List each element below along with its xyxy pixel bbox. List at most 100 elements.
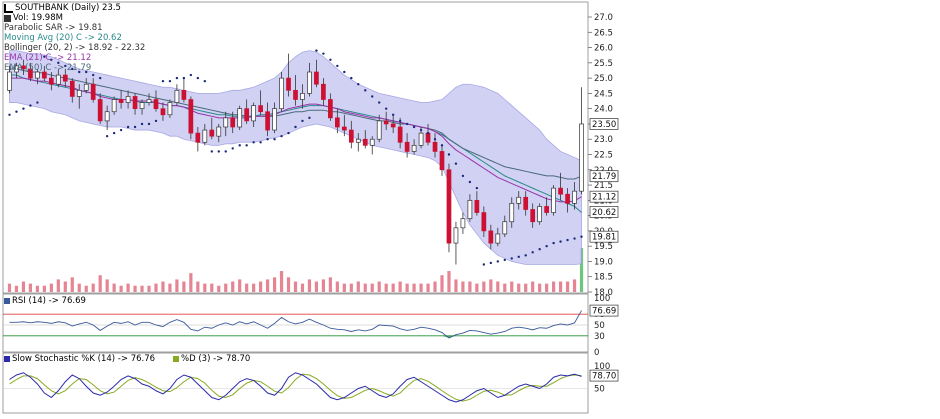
psar-dot xyxy=(238,144,241,147)
volume-bar xyxy=(552,281,556,292)
psar-dot xyxy=(189,73,193,77)
volume-bar xyxy=(203,283,207,292)
psar-dot xyxy=(559,240,562,243)
volume-bar xyxy=(252,283,256,292)
rsi-tick-label: 100 xyxy=(594,294,610,304)
psar-dot xyxy=(287,131,290,135)
psar-dot xyxy=(350,76,353,80)
psar-dot xyxy=(294,125,297,129)
volume-bar xyxy=(231,281,235,292)
price-tag-label: 21.79 xyxy=(592,172,616,182)
candle-up xyxy=(279,77,284,110)
psar-dot xyxy=(91,73,95,77)
volume-bar xyxy=(56,279,60,292)
candle-up xyxy=(579,123,584,192)
candle-down xyxy=(565,193,570,204)
candle-up xyxy=(411,144,417,152)
candle-down xyxy=(335,117,340,128)
candle-down xyxy=(181,89,187,100)
volume-bar xyxy=(454,279,458,292)
psar-dot xyxy=(224,150,227,153)
stoch-d-icon xyxy=(173,356,180,362)
y-tick-label: 19.0 xyxy=(594,257,613,267)
chart-icon xyxy=(4,3,13,13)
volume-bar xyxy=(77,283,81,292)
volume-bar xyxy=(84,285,88,292)
psar-dot xyxy=(482,263,486,266)
psar-dot xyxy=(133,125,137,129)
volume-bar xyxy=(335,281,339,292)
volume-bar xyxy=(168,283,172,292)
volume-bar xyxy=(461,281,465,292)
candle-down xyxy=(132,96,138,110)
volume-bar xyxy=(447,271,451,292)
ticker-line: SOUTHBANK (Daily) 23.5 xyxy=(15,3,121,13)
psar-dot xyxy=(398,119,402,123)
rsi-panel-frame xyxy=(2,293,589,353)
candle-down xyxy=(474,199,480,213)
volume-bar xyxy=(161,281,165,292)
volume-bar xyxy=(558,281,563,292)
volume-bar xyxy=(328,277,332,292)
volume-bar xyxy=(224,283,228,292)
psar-dot xyxy=(273,138,276,141)
bollinger-legend: Bollinger (20, 2) -> 18.92 - 22.32 xyxy=(4,43,146,53)
volume-bar xyxy=(538,283,542,292)
psar-dot xyxy=(419,128,423,132)
volume-bar xyxy=(517,283,521,292)
rsi-tag-box xyxy=(589,304,619,317)
psar-dot xyxy=(182,76,186,80)
psar-dot xyxy=(475,186,479,190)
psar-dot xyxy=(531,251,534,254)
price-tag-box xyxy=(589,118,619,130)
psar-dot xyxy=(57,61,60,65)
candle-up xyxy=(35,71,40,79)
volume-bar xyxy=(510,281,514,292)
candle-down xyxy=(293,89,298,100)
y-tick-label: 18.5 xyxy=(594,273,613,283)
volume-bar xyxy=(307,279,312,292)
psar-dot xyxy=(517,255,520,259)
candle-up xyxy=(376,120,382,140)
y-tick-label: 27.0 xyxy=(594,13,613,23)
volume-bar xyxy=(28,283,33,292)
y-tick-label: 21.5 xyxy=(594,181,613,191)
candle-down xyxy=(258,105,263,113)
volume-bar xyxy=(175,279,179,292)
volume-bar xyxy=(154,283,158,292)
volume-bar xyxy=(565,281,570,292)
ema21-legend: EMA (21) C -> 21.12 xyxy=(4,53,92,63)
candle-up xyxy=(251,105,256,122)
price-tag-label: 21.12 xyxy=(592,193,616,203)
psar-dot xyxy=(15,110,18,113)
price-panel-frame xyxy=(2,1,589,294)
psar-dot xyxy=(126,125,130,129)
y-tick-label: 24.0 xyxy=(594,105,613,115)
volume-bar xyxy=(496,281,500,292)
volume-bar xyxy=(49,283,53,292)
candle-down xyxy=(321,83,326,100)
volume-bar xyxy=(217,285,221,292)
candle-up xyxy=(125,96,131,103)
candle-up xyxy=(55,74,61,85)
ma20-legend: Moving Avg (20) C -> 20.62 xyxy=(4,33,122,43)
volume-bar xyxy=(356,281,360,292)
psar-dot xyxy=(85,70,88,74)
volume-line: Vol: 19.98M xyxy=(13,13,63,23)
y-tick-label: 25.0 xyxy=(594,74,613,84)
psar-dot xyxy=(391,113,395,116)
candle-up xyxy=(467,199,473,220)
candle-down xyxy=(439,151,445,171)
candle-up xyxy=(104,111,110,122)
psar-dot xyxy=(266,138,269,141)
candle-up xyxy=(167,102,173,116)
candle-down xyxy=(118,99,124,103)
candle-up xyxy=(516,196,522,204)
psar-dot xyxy=(405,122,409,126)
candle-down xyxy=(530,209,536,223)
psar-dot xyxy=(252,141,255,144)
volume-bar xyxy=(259,281,263,292)
candle-down xyxy=(62,74,68,82)
